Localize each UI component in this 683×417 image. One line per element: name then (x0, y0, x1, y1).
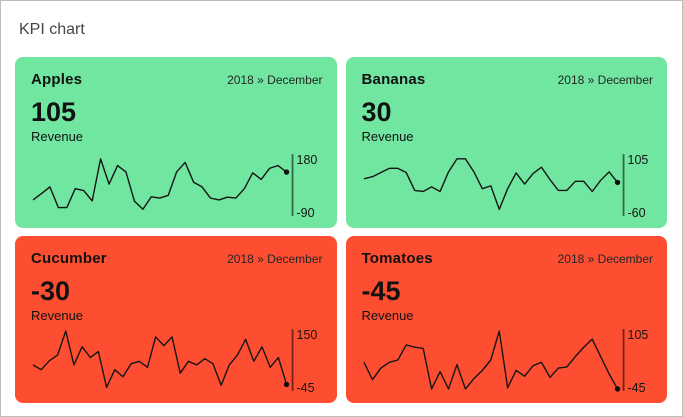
card-title: Tomatoes (361, 250, 433, 267)
card-metric-label: Revenue (31, 129, 84, 145)
axis-min-label: -90 (297, 206, 315, 218)
sparkline-svg: 105 -60 (363, 153, 648, 218)
sparkline-path (363, 158, 618, 211)
axis-max-label: 105 (627, 328, 648, 342)
last-point-dot (614, 179, 620, 186)
card-period-breadcrumb[interactable]: 2018 » December (557, 73, 653, 87)
card-title: Apples (31, 71, 83, 88)
card-metric-label: Revenue (361, 308, 414, 324)
card-title: Cucumber (31, 250, 107, 267)
card-kpi-value: 105 (31, 97, 77, 127)
axis-max-label: 105 (627, 153, 648, 167)
card-kpi-value: 30 (361, 97, 392, 127)
sparkline-chart: 105 -45 (362, 327, 654, 393)
card-period-breadcrumb[interactable]: 2018 » December (227, 252, 323, 266)
sparkline-chart: 150 -45 (31, 327, 323, 393)
card-header: Cucumber 2018 » December (31, 250, 323, 267)
axis-max-label: 150 (297, 328, 318, 342)
kpi-card-apples[interactable]: Apples 2018 » December 105 Revenue 180 -9… (15, 57, 337, 228)
axis-max-label: 180 (297, 153, 318, 167)
card-kpi-value: -45 (361, 276, 401, 306)
card-kpi-value: -30 (31, 276, 71, 306)
sparkline-svg: 180 -90 (32, 153, 318, 218)
page-title: KPI chart (19, 21, 85, 38)
kpi-card-bananas[interactable]: Bananas 2018 » December 30 Revenue 105 -6… (345, 57, 667, 228)
sparkline-chart: 180 -90 (31, 152, 323, 218)
card-metric-label: Revenue (361, 129, 414, 145)
kpi-card-cucumber[interactable]: Cucumber 2018 » December -30 Revenue 150… (15, 236, 337, 403)
last-point-dot (283, 169, 290, 175)
axis-min-label: -60 (627, 206, 645, 218)
sparkline-svg: 105 -45 (362, 328, 648, 393)
card-metric-label: Revenue (31, 308, 84, 324)
kpi-card-tomatoes[interactable]: Tomatoes 2018 » December -45 Revenue 105… (345, 236, 667, 403)
kpi-grid: Apples 2018 » December 105 Revenue 180 -9… (15, 57, 667, 403)
card-period-breadcrumb[interactable]: 2018 » December (227, 73, 323, 87)
axis-min-label: -45 (627, 381, 645, 393)
sparkline-path (32, 158, 287, 210)
card-header: Tomatoes 2018 » December (362, 250, 654, 267)
axis-min-label: -45 (297, 381, 315, 393)
sparkline-path (32, 330, 288, 389)
last-point-dot (283, 381, 290, 388)
card-title: Bananas (361, 71, 426, 88)
sparkline-chart: 105 -60 (362, 152, 654, 218)
last-point-dot (614, 386, 620, 392)
card-period-breadcrumb[interactable]: 2018 » December (557, 252, 653, 266)
sparkline-path (362, 330, 618, 390)
sparkline-svg: 150 -45 (32, 328, 318, 393)
card-header: Apples 2018 » December (31, 71, 323, 88)
card-header: Bananas 2018 » December (362, 71, 654, 88)
